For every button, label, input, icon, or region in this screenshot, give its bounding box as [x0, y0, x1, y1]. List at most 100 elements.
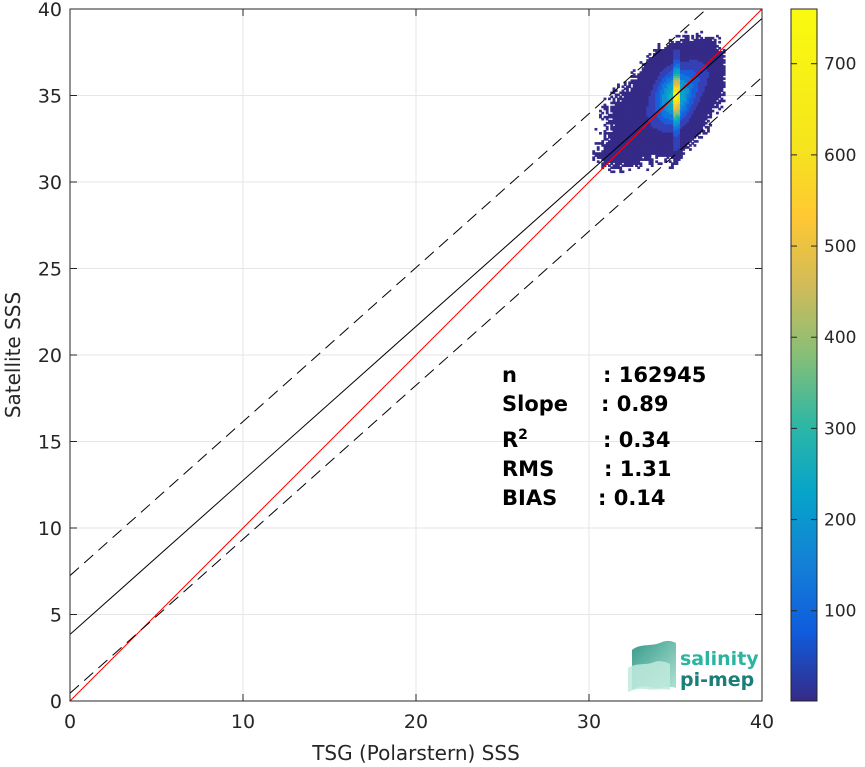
- density-cell: [686, 67, 690, 70]
- density-cell: [720, 79, 724, 83]
- density-cell: [715, 85, 719, 89]
- density-cell: [653, 119, 656, 123]
- density-cell: [675, 95, 679, 99]
- density-cell: [686, 63, 690, 66]
- density-cell: [659, 75, 663, 78]
- density-cell: [630, 125, 634, 129]
- density-cell: [709, 83, 713, 87]
- density-cell: [673, 109, 677, 113]
- density-cell: [668, 87, 672, 91]
- y-tick-label: 10: [38, 518, 62, 540]
- density-cell: [635, 148, 638, 151]
- density-cell: [686, 125, 690, 129]
- density-cell: [635, 158, 638, 161]
- density-cell: [650, 57, 654, 60]
- density-cell: [671, 95, 674, 99]
- density-cell: [637, 152, 641, 155]
- density-cell: [688, 83, 692, 87]
- density-cell: [668, 113, 672, 117]
- density-cell: [677, 123, 681, 127]
- density-cell: [612, 170, 616, 174]
- density-cell: [695, 44, 699, 48]
- density-cell: [628, 134, 632, 137]
- density-cell: [677, 146, 681, 149]
- density-cell: [617, 142, 620, 145]
- density-cell: [610, 101, 614, 105]
- density-cell: [637, 115, 641, 119]
- density-cell: [632, 119, 636, 123]
- density-cell: [653, 134, 656, 137]
- density-cell: [686, 146, 690, 149]
- density-cell: [706, 46, 710, 50]
- density-cell: [688, 136, 692, 139]
- density-cell: [630, 99, 634, 103]
- density-cell: [668, 125, 672, 129]
- density-cell: [628, 109, 632, 113]
- density-cell: [682, 34, 686, 38]
- density-cell: [644, 132, 647, 135]
- density-cell: [626, 148, 629, 151]
- density-cell: [713, 91, 717, 95]
- density-cell: [605, 107, 609, 111]
- density-cell: [610, 119, 614, 123]
- density-cell: [709, 81, 713, 85]
- density-cell: [621, 101, 625, 105]
- density-cell: [688, 63, 692, 66]
- density-cell: [644, 144, 647, 147]
- density-cell: [617, 136, 620, 139]
- density-cell: [711, 79, 715, 83]
- density-cell: [639, 83, 643, 87]
- density-cell: [666, 55, 670, 58]
- density-cell: [668, 42, 672, 46]
- density-cell: [684, 134, 688, 137]
- density-cell: [632, 111, 636, 115]
- density-cell: [697, 101, 701, 105]
- density-cell: [666, 77, 670, 80]
- density-cell: [637, 148, 641, 151]
- density-cell: [718, 71, 722, 74]
- x-tick-label: 40: [750, 711, 774, 733]
- density-cell: [682, 73, 686, 76]
- density-cell: [635, 99, 638, 103]
- density-cell: [686, 57, 690, 60]
- density-cell: [675, 111, 679, 115]
- density-cell: [704, 83, 708, 87]
- density-cell: [610, 148, 614, 151]
- density-cell: [617, 127, 620, 131]
- density-cell: [700, 113, 704, 117]
- density-cell: [626, 109, 629, 113]
- density-cell: [677, 121, 681, 125]
- density-cell: [688, 123, 692, 127]
- density-cell: [659, 150, 663, 153]
- density-cell: [641, 101, 645, 105]
- density-cell: [693, 105, 697, 109]
- density-cell: [677, 59, 681, 62]
- density-cell: [639, 138, 643, 141]
- density-cell: [693, 140, 697, 143]
- density-cell: [697, 67, 701, 70]
- density-cell: [684, 136, 688, 139]
- density-cell: [637, 97, 641, 101]
- density-cell: [668, 85, 672, 89]
- density-cell: [704, 55, 708, 58]
- density-cell: [659, 89, 663, 93]
- density-cell: [668, 65, 672, 68]
- density-cell: [711, 40, 715, 44]
- density-cell: [626, 129, 629, 133]
- density-cell: [691, 127, 695, 131]
- density-cell: [641, 99, 645, 103]
- density-cell: [621, 125, 625, 129]
- density-cell: [612, 99, 616, 103]
- density-cell: [637, 123, 641, 127]
- density-cell: [711, 81, 715, 85]
- density-cell: [688, 111, 692, 115]
- density-cell: [668, 166, 672, 170]
- density-cell: [718, 67, 722, 70]
- density-cell: [677, 79, 681, 83]
- density-cell: [686, 111, 690, 115]
- density-cell: [662, 51, 665, 54]
- density-cell: [666, 125, 670, 129]
- density-cell: [610, 123, 614, 127]
- density-cell: [644, 101, 647, 105]
- density-cell: [718, 61, 722, 64]
